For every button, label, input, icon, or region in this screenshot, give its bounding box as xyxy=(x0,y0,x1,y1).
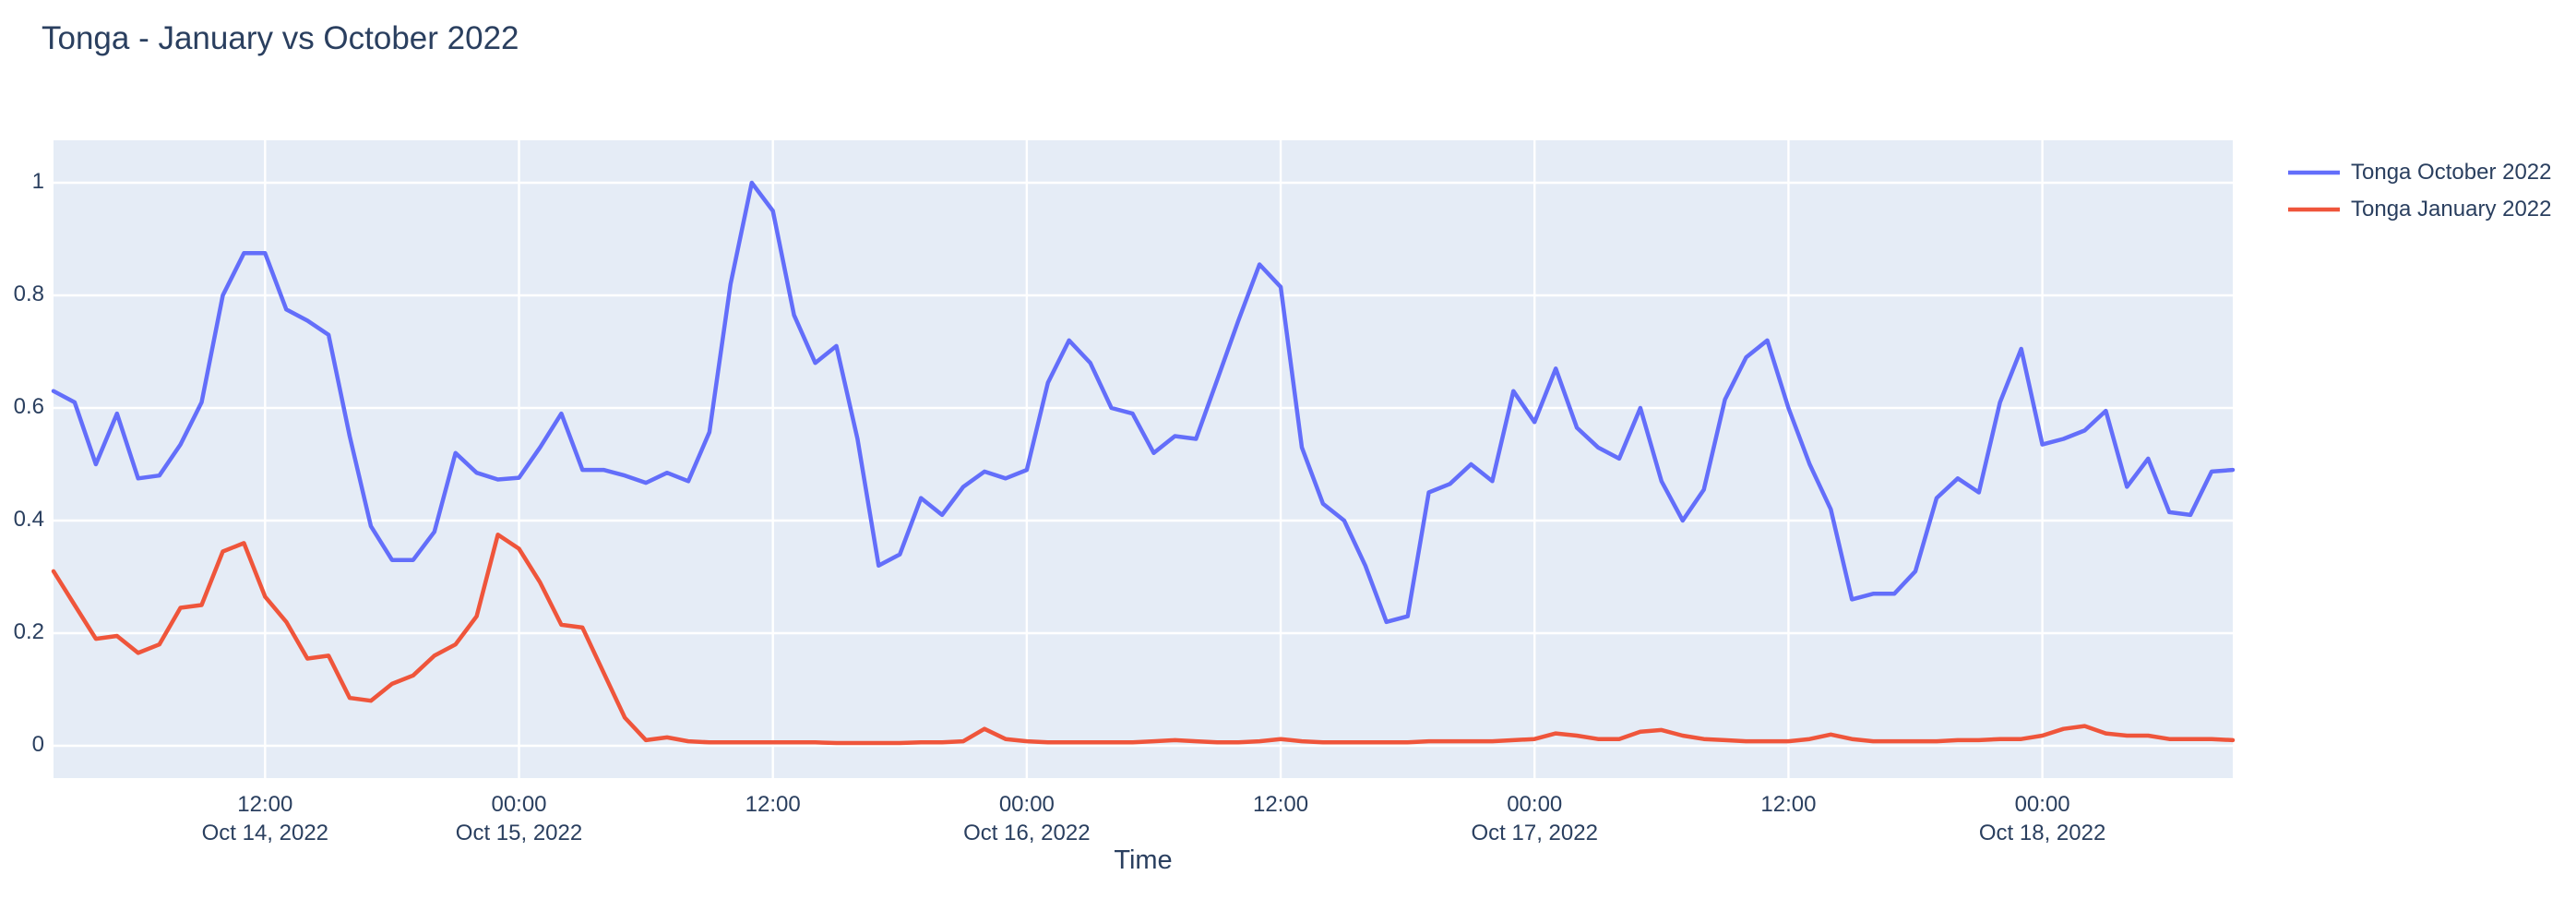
y-tick-label-0.4: 0.4 xyxy=(13,507,44,532)
legend-label: Tonga January 2022 xyxy=(2351,197,2552,222)
y-tick-label-0.8: 0.8 xyxy=(13,282,44,306)
series-line-tonga-january-2022[interactable] xyxy=(51,533,2236,746)
x-tick-label-00:00-Oct 16, 2022: 00:00 Oct 16, 2022 xyxy=(963,792,1091,845)
y-tick-label-0.6: 0.6 xyxy=(13,394,44,419)
x-tick-label-12:00-Oct 14, 2022: 12:00 Oct 14, 2022 xyxy=(201,792,329,845)
legend: Tonga October 2022 Tonga January 2022 xyxy=(2286,154,2552,228)
x-tick-label-12:00: 12:00 xyxy=(745,792,801,817)
legend-line-swatch xyxy=(2288,207,2340,212)
x-tick-label-00:00-Oct 17, 2022: 00:00 Oct 17, 2022 xyxy=(1471,792,1598,845)
legend-item-tonga-january-2022[interactable]: Tonga January 2022 xyxy=(2286,191,2552,228)
y-tick-label-0.2: 0.2 xyxy=(13,619,44,644)
x-tick-label-12:00: 12:00 xyxy=(1253,792,1309,817)
legend-label: Tonga October 2022 xyxy=(2351,160,2552,185)
x-tick-label-00:00-Oct 15, 2022: 00:00 Oct 15, 2022 xyxy=(455,792,583,845)
y-tick-label-0: 0 xyxy=(31,732,44,757)
x-axis-title: Time xyxy=(1114,845,1173,875)
legend-item-tonga-october-2022[interactable]: Tonga October 2022 xyxy=(2286,154,2552,191)
plot-area[interactable] xyxy=(54,140,2233,778)
legend-line-swatch xyxy=(2288,170,2340,175)
x-tick-label-00:00-Oct 18, 2022: 00:00 Oct 18, 2022 xyxy=(1978,792,2106,845)
series-line-tonga-october-2022[interactable] xyxy=(51,180,2236,625)
y-tick-label-1: 1 xyxy=(31,169,44,194)
x-tick-label-12:00: 12:00 xyxy=(1760,792,1817,817)
chart-title: Tonga - January vs October 2022 xyxy=(42,20,519,56)
